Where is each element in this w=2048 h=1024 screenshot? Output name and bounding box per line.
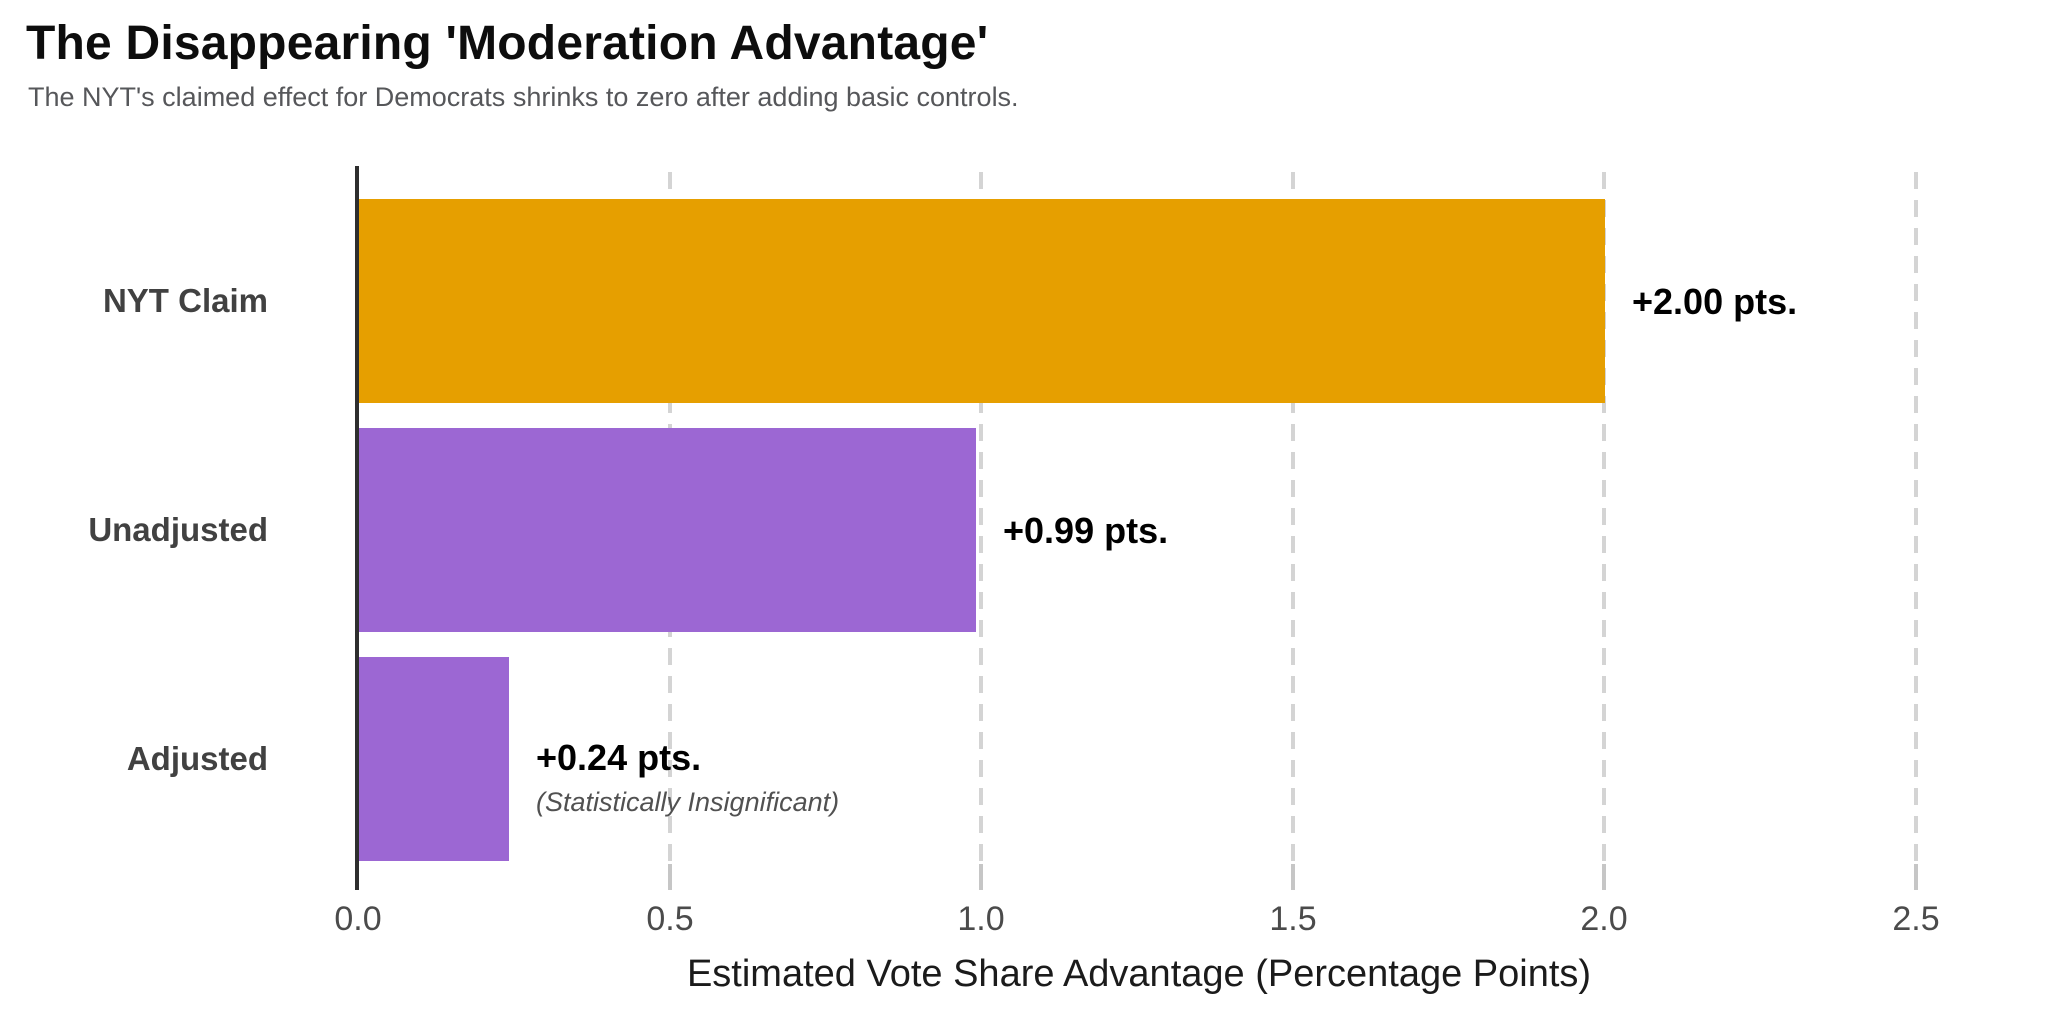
x-tick-0-5: 0.5 [646, 900, 694, 938]
chart-title: The Disappearing 'Moderation Advantage' [26, 17, 989, 70]
category-label-adjusted: Adjusted [126, 740, 268, 777]
tick-mark-0-5 [668, 864, 672, 890]
x-tick-2-0: 2.0 [1580, 900, 1628, 938]
significance-note: (Statistically Insignificant) [536, 787, 840, 817]
x-tick-2-5: 2.5 [1892, 900, 1940, 938]
gridline-2 [1602, 172, 1606, 862]
x-tick-1-0: 1.0 [957, 900, 1005, 938]
category-label-unadjusted: Unadjusted [88, 511, 268, 548]
gridline-1-5 [1291, 172, 1295, 862]
tick-mark-1-5 [1291, 864, 1295, 890]
value-label-unadjusted: +0.99 pts. [1003, 510, 1169, 551]
value-label-adjusted: +0.24 pts. [536, 737, 702, 778]
value-label-adjusted-block: +0.24 pts. (Statistically Insignificant) [536, 738, 839, 821]
bar-unadjusted [359, 428, 976, 632]
x-tick-0-0: 0.0 [334, 900, 382, 938]
gridline-2-5 [1914, 172, 1918, 862]
x-axis-title: Estimated Vote Share Advantage (Percenta… [686, 953, 1592, 995]
tick-mark-2 [1602, 864, 1606, 890]
bar-adjusted [359, 657, 509, 861]
y-axis-line [355, 166, 359, 890]
bar-nyt-claim [359, 199, 1605, 403]
tick-mark-1 [979, 864, 983, 890]
value-label-nyt-claim: +2.00 pts. [1632, 281, 1798, 322]
gridline-1 [979, 172, 983, 862]
tick-mark-2-5 [1914, 864, 1918, 890]
x-tick-1-5: 1.5 [1269, 900, 1317, 938]
category-label-nyt-claim: NYT Claim [102, 282, 268, 319]
chart-subtitle: The NYT's claimed effect for Democrats s… [28, 82, 1019, 112]
